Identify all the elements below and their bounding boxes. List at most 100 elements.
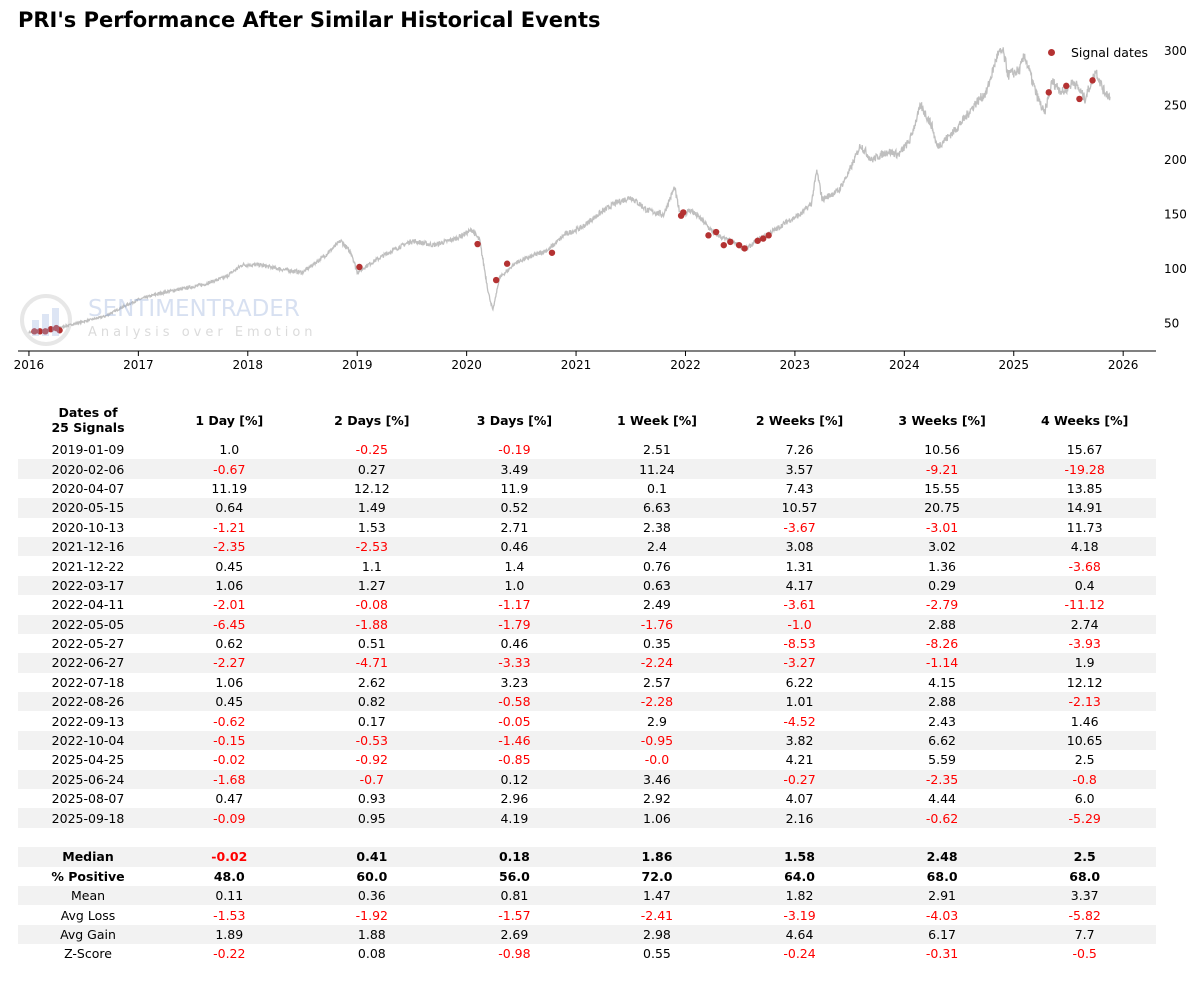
- table-row: 2020-10-13 -1.21 1.53 2.71 2.38 -3.67 -3.01 11.…: [18, 518, 1156, 537]
- summary-row: Avg Gain 1.89 1.88 2.69 2.98 4.64 6.17 7.7: [18, 924, 1156, 945]
- return-value: -0.53: [300, 730, 444, 751]
- signal-point: [712, 228, 720, 236]
- return-value: -2.79: [925, 597, 959, 613]
- return-value: 5.59: [928, 752, 957, 768]
- return-value: -1.14: [870, 653, 1014, 673]
- return-value: -1.46: [443, 730, 586, 751]
- return-value: -0.27: [728, 769, 871, 790]
- table-row: 2022-09-13 -0.62 0.17 -0.05 2.9 -4.52 2.43 1.46: [18, 711, 1156, 730]
- return-value: 1.0: [219, 442, 240, 458]
- summary-row: % Positive 48.0 60.0 56.0 72.0 64.0 68.0 68.0: [18, 866, 1156, 886]
- signal-date: 2022-05-05: [18, 614, 158, 634]
- summary-row: Avg Loss -1.53 -1.92 -1.57 -2.41 -3.19 -4.03 -5…: [18, 905, 1156, 925]
- summary-row: Mean 0.11 0.36 0.81 1.47 1.82 2.91 3.37: [18, 885, 1156, 906]
- return-value: 1.0: [443, 575, 586, 596]
- signal-point: [1063, 82, 1070, 90]
- signal-point: [31, 328, 38, 335]
- return-value: 0.45: [158, 692, 301, 712]
- table-header-row: Dates of 25 Signals 1 Day [%] 2 Days [%] 3 …: [18, 400, 1156, 440]
- signal-point: [356, 263, 363, 271]
- return-value: 0.27: [300, 459, 444, 479]
- x-tick-label: 2017: [123, 358, 154, 372]
- return-value: -0.09: [158, 808, 301, 828]
- return-value: -0.8: [1013, 769, 1156, 790]
- signal-date: 2022-08-26: [18, 692, 158, 712]
- signal-point: [1089, 77, 1096, 84]
- signal-point: [1045, 89, 1052, 96]
- table-row: 2022-05-05 -6.45 -1.88 -1.79 -1.76 -1.0 2.88 2.…: [18, 614, 1156, 634]
- summary-value: 2.98: [585, 924, 729, 945]
- summary-value: 2.91: [870, 885, 1014, 906]
- signal-date: 2025-06-24: [18, 769, 158, 790]
- return-value: -1.76: [585, 614, 729, 634]
- return-value: 4.19: [443, 808, 586, 828]
- return-value: 3.82: [728, 730, 871, 751]
- signal-point: [474, 240, 481, 248]
- signal-date: 2020-10-13: [51, 519, 125, 535]
- return-value: -0.7: [300, 769, 444, 790]
- y-tick-label: 300: [1164, 44, 1187, 58]
- summary-label: Avg Gain: [18, 924, 158, 945]
- watermark-tagline: Analysis over Emotion: [88, 325, 317, 340]
- x-tick-label: 2026: [1108, 358, 1139, 372]
- summary-value: 0.08: [300, 944, 444, 964]
- return-value: -0.0: [644, 752, 670, 768]
- return-value: 10.57: [728, 498, 871, 518]
- return-value: -5.29: [1013, 808, 1156, 828]
- return-value: 11.9: [500, 480, 529, 496]
- return-value: 1.53: [357, 519, 386, 535]
- summary-value: -0.02: [158, 847, 301, 867]
- return-value: -2.35: [158, 536, 301, 557]
- table-row: 2022-07-18 1.06 2.62 3.23 2.57 6.22 4.15 12.12: [18, 673, 1156, 692]
- return-value: 6.22: [785, 674, 814, 690]
- return-value: 15.67: [1066, 442, 1103, 458]
- return-value: 4.07: [785, 791, 814, 807]
- summary-value: 64.0: [728, 866, 871, 886]
- return-value: 1.06: [585, 808, 729, 828]
- return-value: -1.0: [728, 614, 871, 634]
- spacer-cell: [18, 827, 1156, 848]
- table-row: 2019-01-09 1.0 -0.25 -0.19 2.51 7.26 10.56 15.6…: [18, 440, 1156, 459]
- signal-date: 2025-04-25: [51, 752, 125, 768]
- table-spacer: [18, 827, 1156, 848]
- return-value: -1.17: [498, 597, 531, 613]
- signal-date: 2022-09-13: [51, 713, 125, 729]
- return-value: 7.26: [785, 442, 814, 458]
- return-value: 1.46: [1070, 713, 1099, 729]
- signal-date: 2022-10-04: [18, 730, 158, 751]
- summary-value: 68.0: [870, 866, 1014, 886]
- return-value: -4.52: [783, 713, 816, 729]
- return-value: -0.15: [158, 730, 301, 751]
- return-value: -0.62: [870, 808, 1014, 828]
- watermark: SENTIMENTRADER Analysis over Emotion: [18, 292, 313, 352]
- table-row: 2025-09-18 -0.09 0.95 4.19 1.06 2.16 -0.62 -5.2…: [18, 808, 1156, 828]
- return-value: 3.46: [585, 769, 729, 790]
- column-header: 3 Weeks [%]: [898, 412, 986, 428]
- column-header: 1 Week [%]: [616, 412, 697, 428]
- return-value: -2.35: [870, 769, 1014, 790]
- return-value: -2.13: [1013, 692, 1156, 712]
- table-row: 2022-10-04 -0.15 -0.53 -1.46 -0.95 3.82 6.62 10…: [18, 730, 1156, 751]
- return-value: 0.12: [443, 769, 586, 790]
- return-value: 2.5: [1074, 752, 1095, 768]
- return-value: -0.58: [443, 692, 586, 712]
- x-tick-label: 2016: [14, 358, 45, 372]
- return-value: 0.35: [643, 636, 671, 652]
- table-row: 2025-06-24 -1.68 -0.7 0.12 3.46 -0.27 -2.35 -0.…: [18, 769, 1156, 790]
- return-value: 0.4: [1013, 575, 1156, 596]
- return-value: 2.88: [870, 692, 1014, 712]
- signal-point: [42, 328, 49, 335]
- return-value: 0.47: [215, 791, 244, 807]
- return-value: -3.68: [1068, 558, 1101, 574]
- return-value: 0.52: [443, 498, 586, 518]
- return-value: -9.21: [870, 459, 1014, 479]
- chart-title: PRI's Performance After Similar Historic…: [18, 8, 601, 32]
- return-value: -0.19: [498, 442, 531, 458]
- signal-date: 2021-12-16: [18, 536, 158, 557]
- return-value: 2.88: [870, 614, 1014, 634]
- signal-point: [1076, 95, 1083, 103]
- table-body: 2019-01-09 1.0 -0.25 -0.19 2.51 7.26 10.56 15.6…: [18, 440, 1156, 964]
- return-value: 4.18: [1013, 536, 1156, 557]
- summary-value: 1.82: [728, 885, 871, 906]
- signal-date: 2019-01-09: [51, 442, 125, 458]
